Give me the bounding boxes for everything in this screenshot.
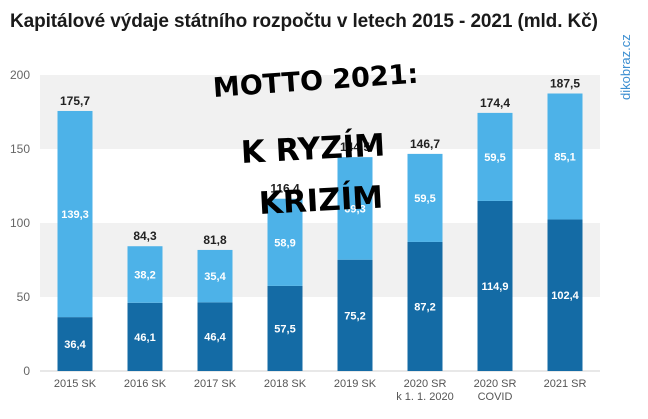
bar-label-top: 59,5: [414, 193, 435, 205]
bar-segment-top: [197, 249, 233, 303]
bar-segment-bottom: [477, 200, 513, 371]
bar-segment-top: [477, 112, 513, 201]
slogan-line-1: K RYZÍM: [240, 127, 386, 171]
y-tick-label: 200: [10, 68, 30, 82]
y-tick-label: 100: [10, 216, 30, 230]
x-tick-label: 2015 SK: [54, 378, 97, 390]
bar-label-bottom: 36,4: [64, 339, 86, 351]
bar-segment-top: [547, 93, 583, 220]
bar-segment-bottom: [407, 241, 443, 371]
bar-total-label: 174,4: [480, 96, 510, 110]
slogan-line-2: KRIZÍM: [258, 179, 385, 222]
bar-label-top: 59,5: [484, 152, 505, 164]
bar-label-bottom: 87,2: [414, 301, 435, 313]
bar-label-top: 69,3: [344, 203, 365, 215]
bar-total-label: 81,8: [203, 233, 227, 247]
bar-segment-bottom: [57, 317, 93, 371]
bar-segment-top: [407, 153, 443, 242]
x-tick-label: 2020 SR: [404, 378, 447, 390]
bar-total-label: 175,7: [60, 94, 90, 108]
bar-segment-top: [337, 157, 373, 260]
bar-segment-bottom: [127, 302, 163, 371]
x-tick-label: 2017 SK: [194, 378, 237, 390]
chart-title: Kapitálové výdaje státního rozpočtu v le…: [10, 11, 598, 32]
bar-segment-top: [127, 246, 163, 303]
x-tick-label: k 1. 1. 2020: [396, 391, 454, 403]
bar-label-bottom: 114,9: [482, 281, 509, 293]
y-tick-label: 150: [10, 142, 30, 156]
x-tick-label: 2021 SR: [544, 378, 587, 390]
bar-label-bottom: 46,1: [134, 332, 155, 344]
grid-band: [40, 223, 600, 297]
bar-label-top: 85,1: [554, 151, 575, 163]
bar-label-bottom: 57,5: [274, 323, 295, 335]
bar-segment-bottom: [197, 302, 233, 371]
bar-total-label: 144,5: [340, 140, 370, 154]
x-tick-label: 2018 SK: [264, 378, 307, 390]
bar-label-bottom: 75,2: [344, 310, 365, 322]
bar-segment-bottom: [547, 219, 583, 371]
bar-label-top: 35,4: [204, 271, 226, 283]
bar-total-label: 84,3: [133, 229, 157, 243]
bar-label-bottom: 46,4: [204, 332, 226, 344]
x-tick-label: 2019 SK: [334, 378, 377, 390]
x-tick-label: COVID: [478, 391, 513, 403]
bar-segment-bottom: [267, 285, 303, 371]
bar-segment-top: [57, 110, 93, 318]
y-tick-label: 50: [17, 290, 31, 304]
bar-label-bottom: 102,4: [551, 290, 579, 302]
bar-label-top: 58,9: [274, 237, 295, 249]
bar-segment-top: [267, 198, 303, 286]
bar-total-label: 116,4: [270, 182, 300, 196]
x-tick-label: 2016 SK: [124, 378, 167, 390]
bar-segment-bottom: [337, 259, 373, 371]
bar-total-label: 187,5: [550, 77, 580, 91]
y-tick-label: 0: [23, 364, 30, 378]
bar-total-label: 146,7: [410, 137, 440, 151]
bar-label-top: 139,3: [61, 209, 89, 221]
bar-label-top: 38,2: [134, 270, 155, 282]
x-tick-label: 2020 SR: [474, 378, 517, 390]
